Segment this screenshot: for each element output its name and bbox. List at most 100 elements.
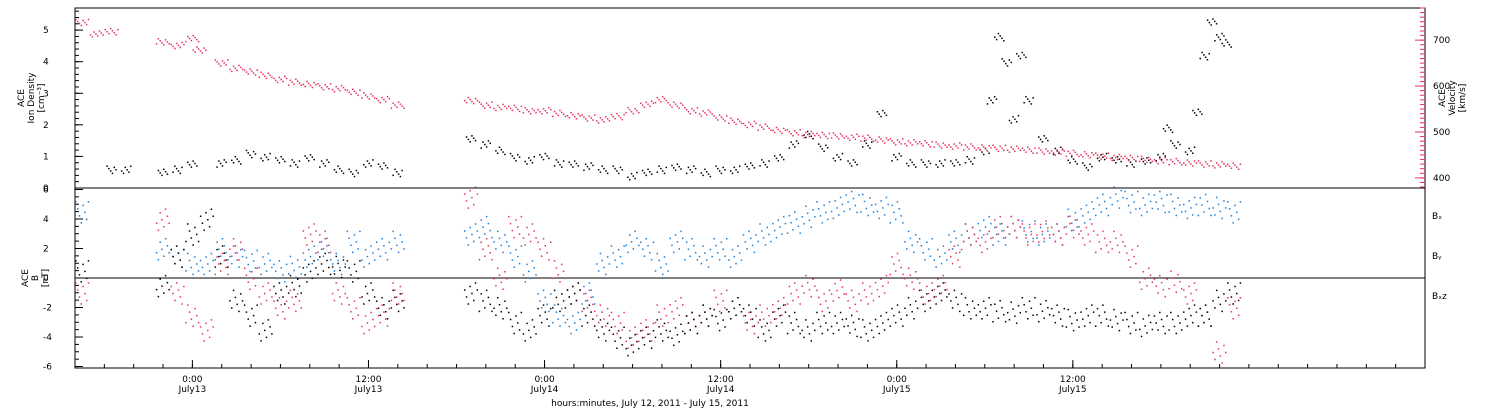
bz-point [803,292,805,294]
bx-point [493,307,495,310]
velocity-point [797,133,800,136]
bx-point [1138,328,1141,331]
by-point [1087,211,1089,214]
bx-point [1127,325,1130,328]
density-point [108,167,110,170]
by-point [799,232,801,234]
bz-point [166,215,169,217]
density-point [658,165,660,167]
bz-point [656,304,659,306]
velocity-point [596,120,598,122]
bx-point [465,296,468,298]
bz-point [342,285,345,288]
density-point [562,160,565,162]
density-point [953,165,956,167]
bx-point [537,307,539,310]
bz-point [280,304,282,306]
velocity-point [632,112,635,115]
bz-point [816,289,818,292]
bx-point [661,340,664,342]
density-point [381,168,383,170]
by-point [564,321,567,324]
density-point [1201,113,1203,115]
velocity-point [243,69,246,71]
velocity-point [98,30,101,32]
by-point [718,258,721,261]
bx-point [302,267,305,269]
by-point [245,256,248,259]
bz-point [1162,288,1165,291]
bz-point [966,230,969,232]
by-point [849,208,851,210]
density-point [115,169,117,171]
bz-point [273,300,275,303]
velocity-point [1105,157,1108,159]
bz-point [929,299,932,302]
velocity-point [673,101,675,103]
bz-point [1127,259,1130,261]
by-point [784,222,787,225]
velocity-point [948,144,950,146]
bx-point [469,285,471,288]
bz-point [632,344,635,346]
bx-point [1078,326,1080,328]
density-point [1052,153,1055,156]
bx-point [707,325,710,327]
bz-point [927,292,930,295]
bz-point [357,314,359,317]
bz-point [636,333,638,336]
bz-point [337,289,339,291]
bz-point [933,288,936,291]
bx-point [970,318,972,320]
bx-point [808,333,811,335]
density-point [826,146,829,149]
velocity-point [276,81,279,84]
bz-point [183,285,185,288]
bz-point [676,307,679,310]
velocity-point [691,107,693,110]
bx-point [982,300,985,303]
bz-point [392,282,394,284]
by-point [715,244,717,247]
density-point [363,163,365,166]
bz-point [491,258,493,261]
density-point [225,161,227,164]
by-point [282,274,284,276]
by-point [1082,215,1084,217]
by-point [590,289,592,291]
bx-point [552,307,554,309]
bx-point [1100,321,1102,324]
bx-point [610,326,613,329]
bx-point [792,329,794,331]
by-point [524,281,526,283]
density-point [489,142,491,145]
bz-point [746,329,748,331]
bx-point [819,325,822,328]
bz-point [1100,248,1102,250]
bx-point [480,293,482,295]
velocity-point [786,128,789,131]
bx-point [601,326,603,328]
by-point [641,248,644,250]
bx-point [1096,307,1099,310]
by-point [384,251,387,254]
bx-point [794,311,796,314]
by-point [533,267,535,269]
velocity-point [91,36,94,38]
by-point [353,234,356,236]
velocity-point [225,64,227,66]
bx-point [359,260,361,262]
by-point [480,219,482,221]
bx-point [955,296,957,299]
bx-point [1012,308,1014,310]
density-point [937,166,939,168]
bx-point [352,281,354,283]
by-point [577,311,580,314]
velocity-point [1021,147,1024,149]
bx-point [229,300,231,302]
by-point [907,230,910,233]
velocity-point [471,100,473,103]
bz-point [388,307,391,310]
bz-point [799,303,801,305]
bz-point [1085,226,1088,229]
